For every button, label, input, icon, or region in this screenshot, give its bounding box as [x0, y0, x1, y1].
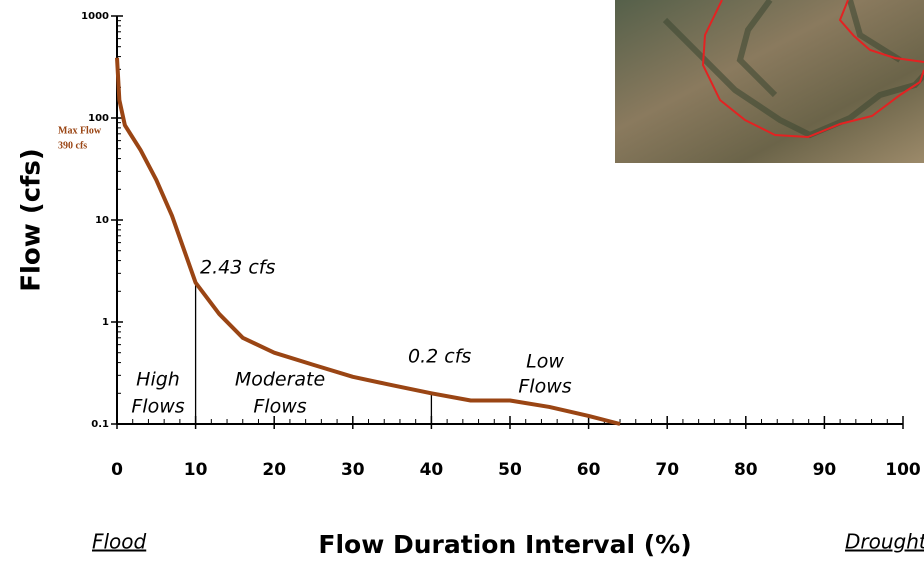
y-tick-label: 1000 — [81, 11, 109, 22]
x-tick-label: 80 — [734, 460, 758, 480]
end-label: Flood — [92, 530, 147, 554]
x-axis-title: Flow Duration Interval (%) — [318, 530, 691, 559]
region-label: Flows — [131, 396, 184, 418]
marker-label: 2.43 cfs — [200, 257, 275, 279]
y-tick-label: 1 — [102, 317, 109, 328]
max-flow-label: Max Flow — [58, 125, 102, 136]
x-tick-label: 10 — [184, 460, 208, 480]
y-tick-label: 10 — [95, 215, 109, 226]
region-label: High — [136, 369, 180, 391]
x-tick-label: 20 — [262, 460, 286, 480]
region-label: Flows — [253, 396, 306, 418]
x-tick-label: 60 — [577, 460, 601, 480]
flow-curve — [115, 57, 621, 426]
region-label: Moderate — [235, 369, 325, 391]
max-flow-label: 390 cfs — [58, 140, 87, 151]
region-label: Flows — [518, 376, 571, 398]
x-tick-label: 100 — [885, 460, 921, 480]
x-tick-label: 90 — [813, 460, 837, 480]
y-tick-label: 0.1 — [91, 419, 109, 430]
x-tick-label: 40 — [420, 460, 444, 480]
satellite-photo — [615, 0, 924, 163]
region-label: Low — [526, 351, 564, 373]
x-tick-label: 50 — [498, 460, 522, 480]
end-label: Drought — [845, 530, 924, 554]
x-tick-label: 30 — [341, 460, 365, 480]
y-axis-title: Flow (cfs) — [17, 148, 47, 292]
y-tick-label: 100 — [88, 113, 109, 124]
marker-label: 0.2 cfs — [408, 346, 471, 368]
x-tick-label: 0 — [111, 460, 123, 480]
x-tick-label: 70 — [655, 460, 679, 480]
